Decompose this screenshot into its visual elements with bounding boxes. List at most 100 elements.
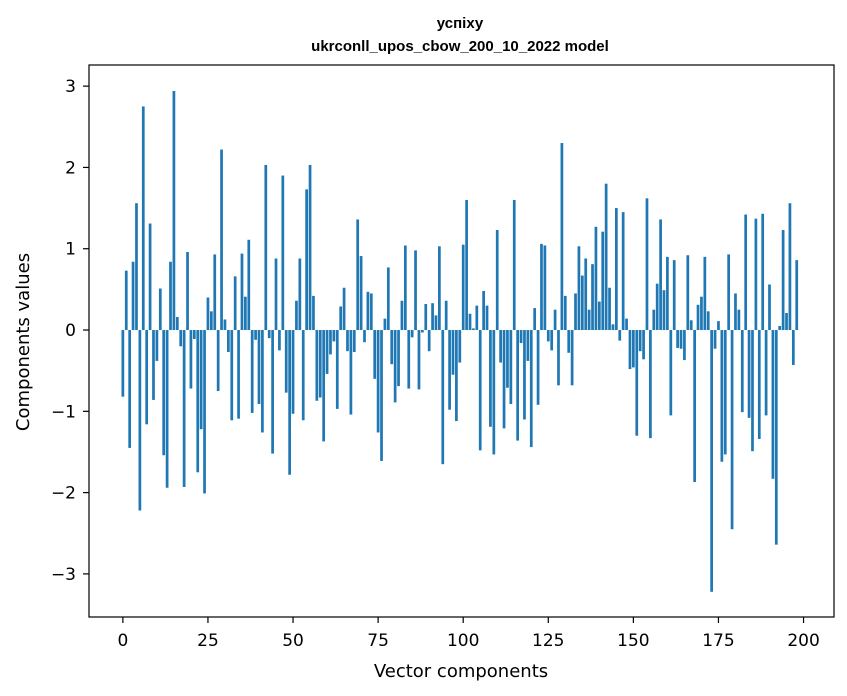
bar — [652, 309, 656, 331]
bar — [209, 311, 213, 331]
bar — [383, 318, 387, 331]
bar — [421, 330, 424, 333]
bar — [778, 325, 782, 331]
bar — [417, 330, 421, 390]
bar — [465, 199, 468, 331]
bar — [335, 330, 339, 409]
bar — [461, 244, 465, 331]
bar — [686, 255, 690, 331]
bar — [696, 304, 700, 331]
x-tick-label: 200 — [787, 631, 819, 651]
bar — [301, 330, 305, 421]
bar — [414, 250, 417, 331]
bar — [662, 290, 666, 331]
bar — [761, 213, 765, 331]
bar — [672, 260, 676, 331]
bar — [397, 330, 400, 387]
bar — [706, 311, 710, 331]
bar — [475, 305, 479, 331]
bar — [669, 330, 673, 416]
bar — [529, 330, 533, 448]
bar — [349, 330, 353, 415]
bar — [393, 330, 397, 403]
bar — [155, 330, 159, 361]
bar — [495, 230, 499, 331]
bar — [781, 230, 785, 331]
bar — [642, 330, 645, 360]
bar — [121, 330, 125, 397]
bar — [563, 295, 567, 331]
bars-group — [121, 91, 799, 592]
bar — [244, 296, 247, 331]
bar — [192, 330, 196, 339]
bar — [308, 164, 312, 331]
bar — [444, 300, 448, 331]
bar — [472, 328, 475, 331]
bar — [257, 330, 261, 405]
bar — [363, 330, 366, 343]
bar — [768, 284, 771, 331]
bar — [754, 218, 758, 331]
bar — [737, 309, 741, 331]
bar — [264, 164, 268, 331]
bar — [676, 330, 679, 348]
bar — [638, 330, 642, 352]
bar — [165, 330, 169, 488]
bar — [179, 330, 183, 347]
bar — [791, 330, 795, 365]
bar — [240, 253, 244, 331]
bar — [764, 330, 768, 416]
bar — [608, 287, 611, 331]
bar — [785, 312, 788, 331]
bar — [509, 330, 513, 405]
bar — [482, 291, 485, 331]
bar — [298, 258, 302, 331]
bar — [322, 330, 326, 442]
bar — [352, 330, 356, 352]
bar — [315, 330, 319, 401]
x-tick-label: 175 — [702, 631, 734, 651]
bar — [295, 300, 298, 331]
bar — [506, 330, 509, 388]
bar — [216, 330, 220, 391]
bar — [700, 296, 703, 331]
bar — [597, 301, 601, 331]
bar — [220, 149, 223, 331]
bar — [339, 306, 343, 331]
bar — [247, 239, 251, 331]
bar — [329, 330, 332, 355]
bar — [128, 330, 132, 448]
bar — [492, 330, 496, 455]
bar — [342, 287, 346, 331]
chart-subtitle: ukrconll_upos_cbow_200_10_2022 model — [311, 38, 609, 55]
bar — [400, 300, 404, 331]
bar — [580, 275, 584, 331]
bar — [213, 254, 217, 331]
bar — [196, 330, 200, 473]
bar — [734, 293, 737, 331]
bar — [601, 231, 605, 331]
bar — [199, 330, 203, 430]
bar — [747, 330, 751, 418]
bar — [271, 330, 274, 454]
bar — [553, 309, 557, 331]
bar — [386, 267, 390, 331]
bar — [186, 251, 189, 331]
bar — [230, 330, 234, 421]
bar — [403, 245, 407, 331]
bar — [261, 330, 264, 433]
bar — [267, 330, 271, 339]
bar — [693, 330, 696, 483]
bar — [574, 293, 577, 331]
bar — [227, 330, 230, 352]
y-tick-label: 1 — [65, 240, 76, 260]
bar — [536, 330, 540, 405]
bar — [683, 330, 686, 361]
bar — [788, 203, 792, 331]
bar — [584, 258, 588, 331]
bar — [366, 291, 370, 331]
bar — [424, 304, 428, 331]
chart-title: успіху — [437, 15, 484, 32]
bar — [407, 330, 411, 389]
bar — [274, 258, 278, 331]
